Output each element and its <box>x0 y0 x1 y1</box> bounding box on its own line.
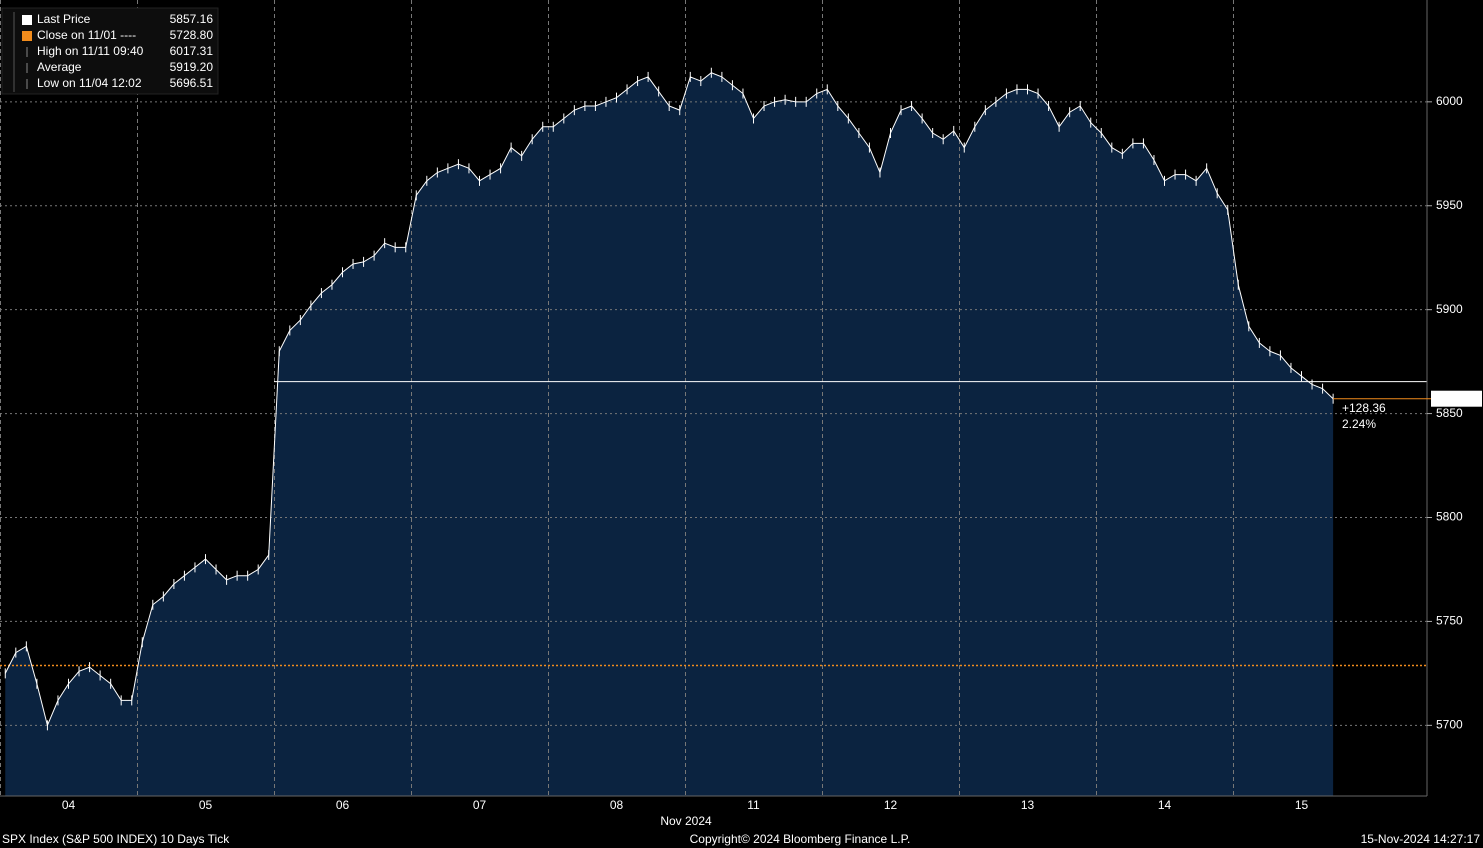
legend: Last Price 5857.16 Close on 11/01 ---- 5728… <box>13 12 214 92</box>
x-tick-label: 08 <box>610 798 624 812</box>
footer-right: 15-Nov-2024 14:27:17 <box>1361 832 1481 846</box>
y-tick-label: 5900 <box>1436 302 1463 316</box>
last-price-tag <box>1431 390 1482 407</box>
legend-value: 5919.20 <box>170 60 214 74</box>
y-tick-label: 5950 <box>1436 198 1463 212</box>
last-price-label: 5857.16 <box>1434 391 1478 405</box>
legend-name: Low on 11/04 12:02 <box>37 76 142 90</box>
x-tick-label: 06 <box>336 798 350 812</box>
x-tick-label: 04 <box>62 798 76 812</box>
legend-value: 5857.16 <box>170 12 214 26</box>
x-tick-label: 11 <box>747 798 760 812</box>
legend-name: Last Price <box>37 12 91 26</box>
legend-name: Close on 11/01 ---- <box>37 28 136 42</box>
change-pct-label: 2.24% <box>1342 417 1376 431</box>
y-tick-label: 5700 <box>1436 718 1463 732</box>
footer-center: Copyright© 2024 Bloomberg Finance L.P. <box>690 832 911 846</box>
x-tick-label: 15 <box>1295 798 1309 812</box>
x-tick-label: 12 <box>884 798 898 812</box>
legend-swatch <box>22 31 32 41</box>
legend-name: High on 11/11 09:40 <box>37 44 144 58</box>
price-area <box>5 72 1334 796</box>
legend-value: 5728.80 <box>170 28 214 42</box>
plot-area <box>0 0 1427 796</box>
change-label: +128.36 <box>1342 401 1386 415</box>
x-tick-label: 05 <box>199 798 213 812</box>
legend-box <box>1 7 219 95</box>
legend-swatch <box>22 15 32 25</box>
legend-value: 5696.51 <box>170 76 214 90</box>
y-tick-label: 5750 <box>1436 614 1463 628</box>
x-tick-label: 07 <box>473 798 487 812</box>
y-tick-label: 5850 <box>1436 406 1463 420</box>
y-tick-label: 5800 <box>1436 510 1463 524</box>
x-tick-label: 14 <box>1158 798 1172 812</box>
x-sublabel: Nov 2024 <box>660 814 712 828</box>
x-tick-label: 13 <box>1021 798 1035 812</box>
y-tick-label: 6000 <box>1436 94 1463 108</box>
legend-value: 6017.31 <box>170 44 214 58</box>
legend-name: Average <box>37 60 82 74</box>
footer-left: SPX Index (S&P 500 INDEX) 10 Days Tick <box>2 832 230 846</box>
